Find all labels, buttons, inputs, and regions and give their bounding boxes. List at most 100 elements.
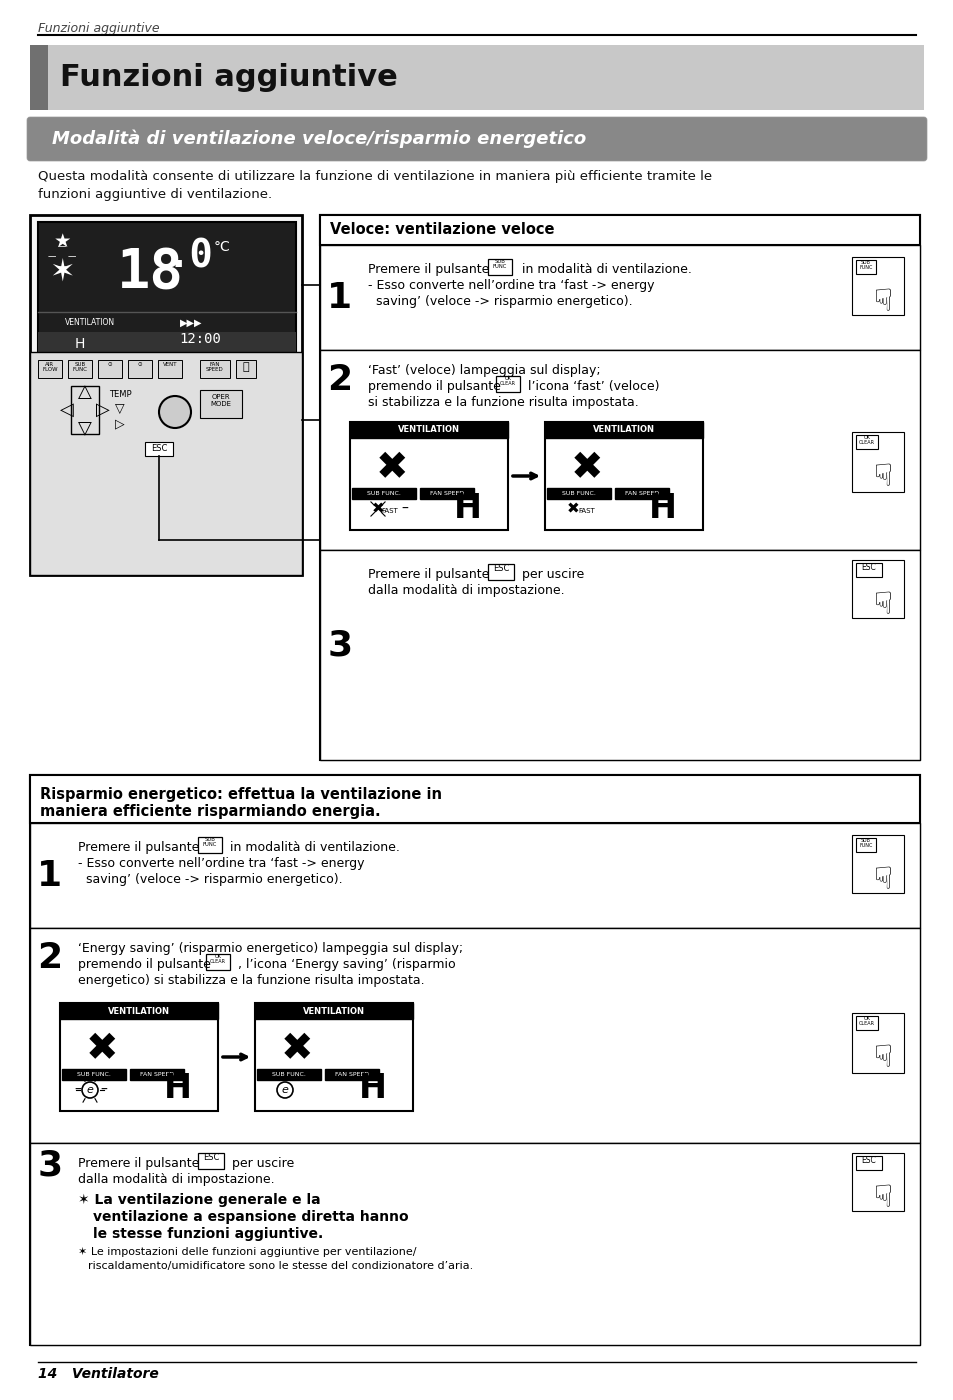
- Text: 2: 2: [327, 363, 353, 398]
- Text: ✖: ✖: [280, 1030, 313, 1068]
- Text: OK
CLEAR: OK CLEAR: [858, 1016, 874, 1026]
- Text: Risparmio energetico: effettua la ventilazione in: Risparmio energetico: effettua la ventil…: [40, 787, 441, 802]
- Bar: [30, 776, 919, 1345]
- Text: Premere il pulsante: Premere il pulsante: [368, 263, 489, 276]
- Bar: [30, 351, 302, 575]
- Text: H: H: [164, 1072, 192, 1106]
- Text: —: —: [58, 263, 66, 272]
- Bar: [30, 776, 919, 823]
- Text: ✖: ✖: [570, 449, 602, 487]
- Text: ✶: ✶: [50, 258, 74, 287]
- Text: 14   Ventilatore: 14 Ventilatore: [38, 1366, 158, 1380]
- Text: 3: 3: [37, 1148, 63, 1182]
- Text: ▽: ▽: [78, 419, 91, 437]
- Text: FAN SPEED: FAN SPEED: [430, 491, 463, 496]
- Text: ✖: ✖: [86, 1030, 118, 1068]
- Text: per uscire: per uscire: [228, 1156, 294, 1170]
- Bar: [319, 216, 919, 245]
- Text: ✖: ✖: [566, 501, 578, 517]
- Bar: [30, 1142, 919, 1345]
- Text: Questa modalità consente di utilizzare la funzione di ventilazione in maniera pi: Questa modalità consente di utilizzare l…: [38, 169, 711, 183]
- Text: saving’ (veloce -> risparmio energetico).: saving’ (veloce -> risparmio energetico)…: [375, 295, 632, 308]
- Bar: [68, 360, 91, 378]
- Text: —: —: [68, 252, 76, 262]
- Text: premendo il pulsante: premendo il pulsante: [78, 958, 211, 972]
- Bar: [128, 360, 152, 378]
- Text: Premere il pulsante: Premere il pulsante: [78, 841, 199, 854]
- Text: dalla modalità di impostazione.: dalla modalità di impostazione.: [368, 584, 564, 596]
- Text: ventilazione a espansione diretta hanno: ventilazione a espansione diretta hanno: [92, 1210, 408, 1224]
- Circle shape: [276, 1082, 293, 1098]
- Text: 3: 3: [327, 629, 353, 662]
- Text: saving’ (veloce -> risparmio energetico).: saving’ (veloce -> risparmio energetico)…: [86, 874, 342, 886]
- Text: ▷: ▷: [115, 417, 125, 430]
- Text: .0: .0: [167, 238, 213, 276]
- Bar: [851, 258, 903, 315]
- Text: 1: 1: [327, 280, 353, 315]
- Text: OPER
MODE: OPER MODE: [211, 393, 232, 406]
- Text: ⏻: ⏻: [242, 363, 249, 372]
- Text: VENTILATION: VENTILATION: [108, 1007, 170, 1015]
- Bar: [319, 245, 919, 350]
- Text: OK
CLEAR: OK CLEAR: [499, 377, 516, 386]
- Text: Premere il pulsante: Premere il pulsante: [368, 568, 489, 581]
- Text: ESC: ESC: [151, 444, 167, 454]
- Text: e: e: [281, 1085, 288, 1095]
- Text: △: △: [78, 384, 91, 400]
- Text: maniera efficiente risparmiando energia.: maniera efficiente risparmiando energia.: [40, 804, 380, 819]
- Bar: [496, 377, 519, 392]
- Text: –: –: [100, 1084, 108, 1098]
- Text: ☞: ☞: [862, 462, 892, 490]
- Text: SUB FUNC.: SUB FUNC.: [367, 491, 400, 496]
- Text: ▶▶▶: ▶▶▶: [180, 318, 202, 328]
- Bar: [851, 560, 903, 617]
- Text: H: H: [454, 491, 481, 525]
- Bar: [350, 421, 507, 438]
- Bar: [206, 953, 230, 970]
- Text: SUB FUNC.: SUB FUNC.: [561, 491, 596, 496]
- Text: funzioni aggiuntive di ventilazione.: funzioni aggiuntive di ventilazione.: [38, 188, 272, 202]
- Bar: [130, 1070, 184, 1079]
- Text: ☞: ☞: [862, 865, 892, 892]
- Text: —: —: [48, 252, 56, 262]
- Circle shape: [159, 396, 191, 428]
- Bar: [488, 259, 512, 274]
- Text: in modalità di ventilazione.: in modalità di ventilazione.: [517, 263, 691, 276]
- Text: - Esso converte nell’ordine tra ‘fast -> energy: - Esso converte nell’ordine tra ‘fast ->…: [78, 857, 364, 869]
- Bar: [254, 1002, 413, 1019]
- Bar: [855, 260, 875, 274]
- Text: SUB
FUNC: SUB FUNC: [203, 837, 217, 847]
- Text: le stesse funzioni aggiuntive.: le stesse funzioni aggiuntive.: [92, 1226, 323, 1240]
- Text: °C: °C: [213, 239, 231, 253]
- Bar: [544, 421, 702, 438]
- Text: ☞: ☞: [862, 589, 892, 617]
- Bar: [38, 332, 295, 351]
- Text: SUB
FUNC: SUB FUNC: [859, 839, 872, 848]
- Bar: [352, 489, 416, 498]
- Text: ☞: ☞: [862, 287, 892, 315]
- Text: H: H: [358, 1072, 387, 1106]
- Text: ESC: ESC: [493, 564, 509, 573]
- Bar: [851, 1154, 903, 1211]
- Bar: [855, 1016, 877, 1030]
- Text: Funzioni aggiuntive: Funzioni aggiuntive: [38, 22, 159, 35]
- Text: TEMP: TEMP: [109, 391, 132, 399]
- Text: OK
CLEAR: OK CLEAR: [210, 953, 226, 965]
- Bar: [30, 823, 919, 928]
- Bar: [60, 1002, 218, 1019]
- Bar: [200, 360, 230, 378]
- Text: ⊙: ⊙: [137, 363, 142, 367]
- Text: ⊙: ⊙: [108, 363, 112, 367]
- Text: Premere il pulsante: Premere il pulsante: [78, 1156, 199, 1170]
- Text: riscaldamento/umidificatore sono le stesse del condizionatore d’aria.: riscaldamento/umidificatore sono le stes…: [88, 1261, 473, 1271]
- Text: premendo il pulsante: premendo il pulsante: [368, 379, 500, 393]
- Bar: [200, 391, 242, 419]
- Text: AIR
FLOW: AIR FLOW: [42, 363, 58, 372]
- Text: 18: 18: [116, 245, 183, 298]
- Bar: [319, 216, 919, 760]
- Text: H: H: [648, 491, 677, 525]
- Text: si stabilizza e la funzione risulta impostata.: si stabilizza e la funzione risulta impo…: [368, 396, 639, 409]
- Bar: [851, 1014, 903, 1072]
- Text: ‘Energy saving’ (risparmio energetico) lampeggia sul display;: ‘Energy saving’ (risparmio energetico) l…: [78, 942, 462, 955]
- FancyBboxPatch shape: [27, 118, 926, 161]
